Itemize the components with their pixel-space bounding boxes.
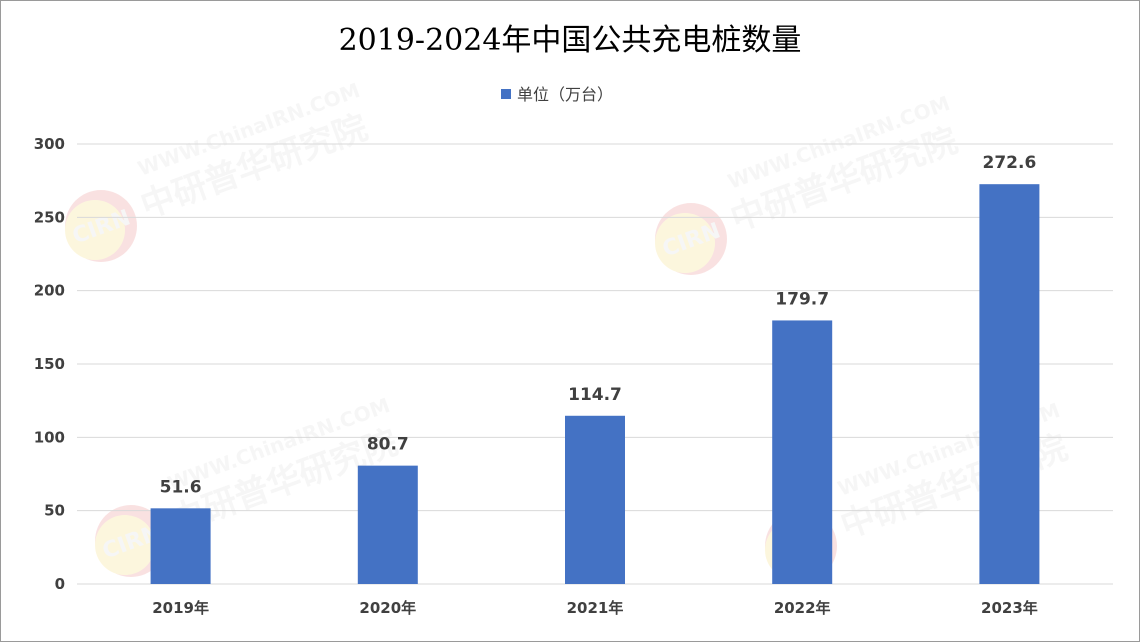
y-tick-label: 0 (55, 575, 65, 593)
bar-value-label: 272.6 (983, 153, 1037, 173)
x-category-label: 2019年 (152, 599, 209, 617)
bar (357, 465, 418, 584)
y-tick-label: 100 (34, 428, 65, 446)
legend-swatch (501, 89, 511, 99)
watermark-logo-icon (95, 515, 155, 575)
x-axis-category-labels: 2019年 2020年 2021年 2022年 2023年 (152, 599, 1038, 617)
bar (979, 184, 1040, 585)
bar (150, 508, 211, 584)
watermark-logo-icon (65, 190, 137, 262)
bar-value-label: 114.7 (568, 385, 622, 405)
legend-label: 单位（万台） (517, 85, 613, 104)
bar (565, 415, 625, 584)
y-tick-label: 250 (34, 208, 65, 226)
y-tick-label: 300 (34, 135, 65, 153)
x-category-label: 2020年 (359, 599, 416, 617)
watermark-logo-icon (655, 203, 727, 275)
x-category-label: 2023年 (981, 599, 1038, 617)
watermark-logo-icon (95, 505, 167, 577)
bar-series (150, 184, 1040, 585)
bar (772, 320, 833, 584)
data-labels: 51.6 80.7 114.7 179.7 272.6 (160, 153, 1037, 497)
watermark-logo-icon (65, 200, 125, 260)
watermark-logo-icon (655, 213, 715, 273)
x-category-label: 2021年 (567, 599, 624, 617)
legend: 单位（万台） (501, 85, 613, 104)
y-tick-label: 150 (34, 355, 65, 373)
bar-value-label: 51.6 (160, 477, 202, 497)
x-category-label: 2022年 (774, 599, 831, 617)
y-axis-tick-labels: 0 50 100 150 200 250 300 (34, 135, 65, 593)
chart-title: 2019-2024年中国公共充电桩数量 (339, 23, 802, 58)
bar-value-label: 80.7 (367, 435, 409, 455)
bar-value-label: 179.7 (775, 289, 829, 309)
gridlines (77, 143, 1113, 585)
y-tick-label: 200 (34, 282, 65, 300)
y-tick-label: 50 (44, 502, 65, 520)
